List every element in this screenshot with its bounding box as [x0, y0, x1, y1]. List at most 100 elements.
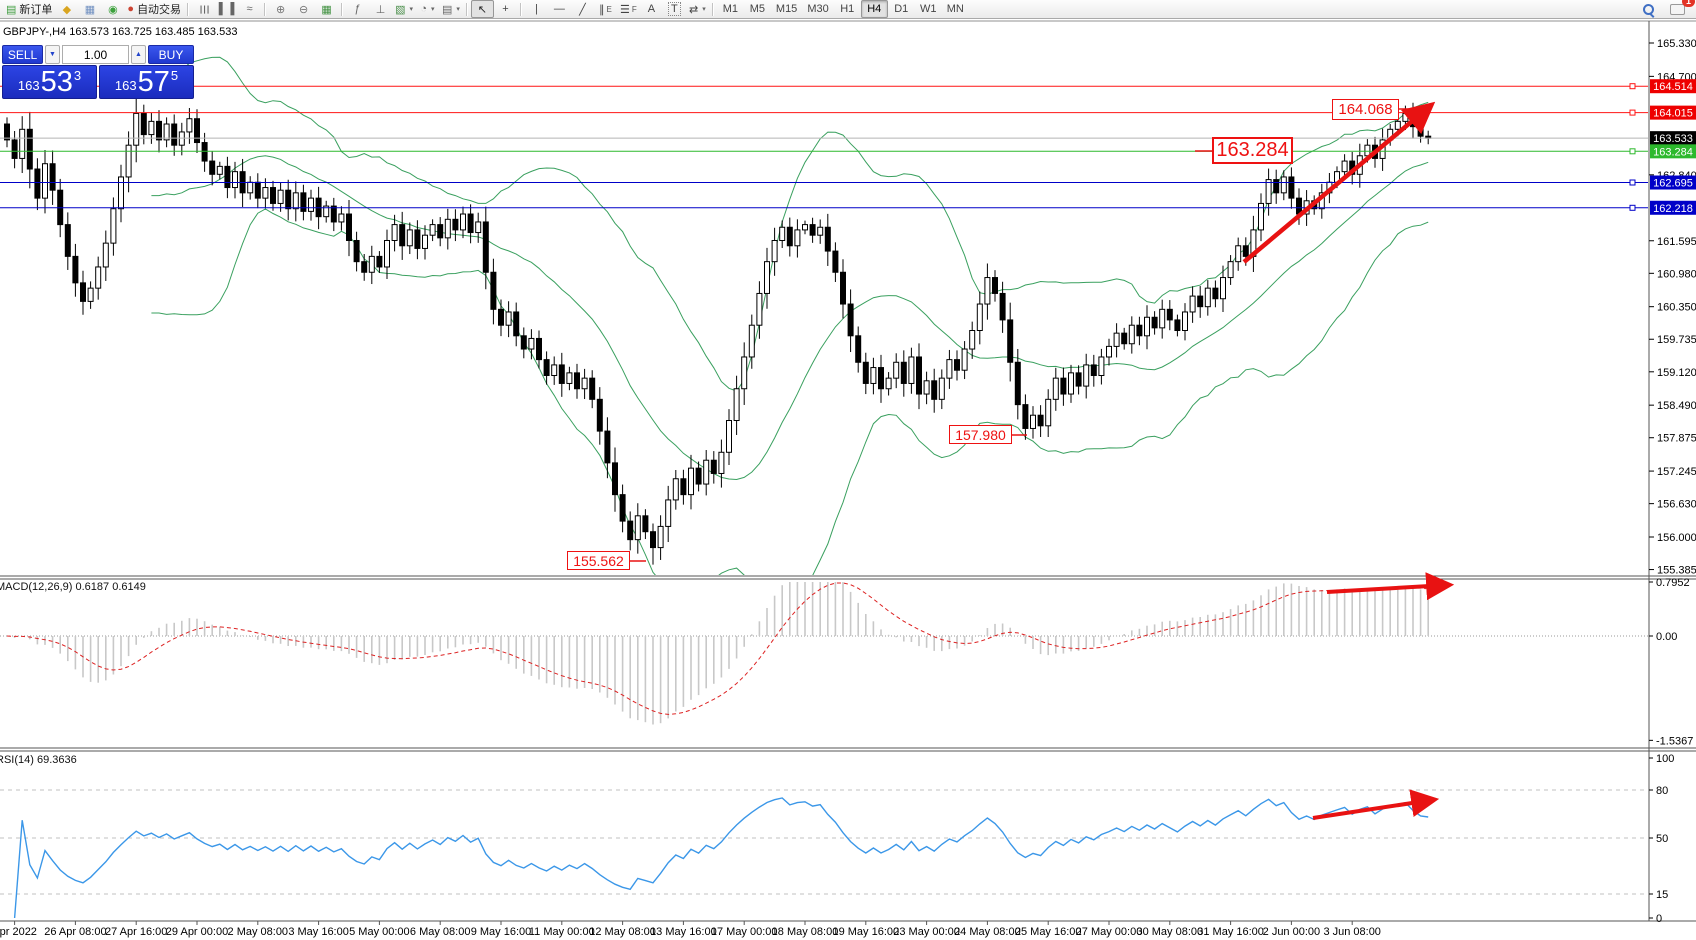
arrows-button[interactable]: ⇄ ▾: [686, 0, 709, 18]
timeframe-d1-button[interactable]: D1: [894, 3, 909, 15]
svg-text:160.350: 160.350: [1657, 302, 1696, 314]
macd-label: MACD(12,26,9) 0.6187 0.6149: [0, 581, 146, 593]
autotrade-button-label: 自动交易: [137, 4, 182, 16]
line-chart-icon-button[interactable]: ≈: [238, 0, 261, 18]
svg-text:27 May 00:00: 27 May 00:00: [1076, 926, 1143, 938]
trend-arrow[interactable]: [1326, 572, 1455, 601]
line-handle[interactable]: [1629, 83, 1636, 90]
candle-chart-icon-button[interactable]: ▌▐: [215, 0, 238, 18]
svg-text:157.245: 157.245: [1657, 466, 1696, 478]
rsi-panel[interactable]: [0, 789, 1648, 919]
autotrade-button[interactable]: ● 自动交易: [124, 0, 184, 18]
axis-price-marker: [1650, 79, 1696, 94]
buy-button[interactable]: BUY: [148, 45, 194, 64]
candle-chart-icon-icon: ▌▐: [218, 3, 235, 15]
timeframe-m1-button[interactable]: M1: [722, 3, 739, 15]
indicators-button[interactable]: ƒ: [346, 0, 369, 18]
svg-text:Apr 2022: Apr 2022: [0, 926, 37, 938]
text-button[interactable]: A: [640, 0, 663, 18]
price-axis[interactable]: 165.330164.700162.840161.595160.980160.3…: [1649, 38, 1696, 925]
vertical-line-icon: |: [534, 3, 538, 15]
horizontal-line-button[interactable]: —: [548, 0, 571, 18]
template-button[interactable]: ▤ ▾: [439, 0, 463, 18]
svg-text:50: 50: [1656, 833, 1668, 845]
equidistant-channel-button-sub: E: [606, 4, 612, 14]
line-handle[interactable]: [1629, 179, 1636, 186]
vertical-line-button[interactable]: |: [525, 0, 548, 18]
trendline-icon: ╱: [579, 3, 586, 16]
equidistant-channel-button[interactable]: ∥ E: [594, 0, 617, 18]
line-handle[interactable]: [1629, 148, 1636, 155]
trend-arrow[interactable]: [1242, 101, 1436, 264]
signals-icon-button[interactable]: ◉: [101, 0, 124, 18]
arrows-icon: ⇄: [689, 3, 699, 16]
gold-icon-button[interactable]: ◆: [55, 0, 78, 18]
bar-chart-icon-button[interactable]: ☰: [192, 0, 215, 18]
svg-text:24 May 08:00: 24 May 08:00: [954, 926, 1021, 938]
axis-price-marker: [1650, 200, 1696, 215]
svg-text:80: 80: [1656, 785, 1668, 797]
timeframe-mn-button[interactable]: MN: [946, 3, 964, 15]
price-annotation-box[interactable]: 157.980: [949, 425, 1012, 444]
new-order-button[interactable]: ▤ 新订单: [3, 0, 55, 18]
toolbar-separator: [187, 2, 190, 16]
terminal-icon-button[interactable]: ▦: [78, 0, 101, 18]
timeframe-h4-button[interactable]: H4: [860, 0, 888, 18]
chevron-down-icon: ▾: [431, 6, 435, 13]
timeframe-h1-button[interactable]: H1: [840, 3, 855, 15]
sell-price-box[interactable]: 163 53 3: [2, 65, 97, 99]
price-annotation-box[interactable]: 164.068: [1332, 99, 1399, 120]
sell-price-sup: 3: [73, 68, 82, 83]
svg-text:25 May 16:00: 25 May 16:00: [1015, 926, 1082, 938]
trend-arrow[interactable]: [1312, 789, 1440, 820]
toolbar-separator: [465, 2, 468, 16]
svg-text:12 May 08:00: 12 May 08:00: [589, 926, 656, 938]
search-button[interactable]: [1637, 0, 1660, 18]
main-plot[interactable]: [4, 56, 1432, 623]
period-button[interactable]: ◔ ▾: [416, 0, 439, 18]
svg-text:29 Apr 00:00: 29 Apr 00:00: [166, 926, 228, 938]
toolbar-separator: [711, 2, 714, 16]
sell-button[interactable]: SELL: [2, 45, 43, 64]
fibonacci-button-sub: F: [631, 4, 637, 14]
notifications-button[interactable]: 1: [1666, 0, 1695, 18]
volume-increase-button[interactable]: ▲: [131, 45, 146, 64]
timeframe-w1-button[interactable]: W1: [919, 3, 937, 15]
objects-list-button[interactable]: ⊥: [369, 0, 392, 18]
svg-text:156.000: 156.000: [1657, 532, 1696, 544]
autotrade-icon: ●: [127, 3, 135, 15]
macd-panel[interactable]: [0, 582, 1648, 725]
rsi-value: 69.3636: [36, 754, 77, 766]
trendline-button[interactable]: ╱: [571, 0, 594, 18]
timeframe-m30-button[interactable]: M30: [807, 3, 829, 15]
macd-signal-line: [6, 582, 1429, 715]
svg-text:11 May 00:00: 11 May 00:00: [529, 926, 595, 938]
crosshair-button[interactable]: +: [494, 0, 517, 18]
svg-text:0: 0: [1656, 913, 1662, 925]
rsi-name: RSI(14): [0, 754, 34, 766]
period-icon: ◔: [420, 3, 428, 15]
price-annotation-box[interactable]: 163.284: [1212, 137, 1293, 164]
new-chart-button[interactable]: ▧ ▾: [392, 0, 416, 18]
axis-price-marker: [1650, 105, 1696, 120]
zoom-in-button[interactable]: ⊕: [269, 0, 292, 18]
price-annotation-box[interactable]: 155.562: [567, 551, 630, 570]
timeframe-m15-button[interactable]: M15: [775, 3, 798, 15]
svg-text:163.533: 163.533: [1653, 133, 1693, 145]
drawn-objects[interactable]: [630, 101, 1455, 820]
svg-text:6 May 08:00: 6 May 08:00: [410, 926, 471, 938]
fibonacci-button[interactable]: ☰ F: [617, 0, 640, 18]
macd-name: MACD(12,26,9): [0, 581, 73, 593]
text-label-button[interactable]: T: [663, 0, 686, 18]
tile-windows-button[interactable]: ▦: [315, 0, 338, 18]
volume-decrease-button[interactable]: ▼: [45, 45, 60, 64]
cursor-button[interactable]: ↖: [470, 0, 494, 18]
volume-input[interactable]: 1.00: [62, 45, 129, 64]
zoom-out-button[interactable]: ⊖: [292, 0, 315, 18]
line-handle[interactable]: [1629, 204, 1636, 211]
timeframe-m5-button[interactable]: M5: [749, 3, 766, 15]
buy-price-box[interactable]: 163 57 5: [99, 65, 194, 99]
line-handle[interactable]: [1629, 109, 1636, 116]
